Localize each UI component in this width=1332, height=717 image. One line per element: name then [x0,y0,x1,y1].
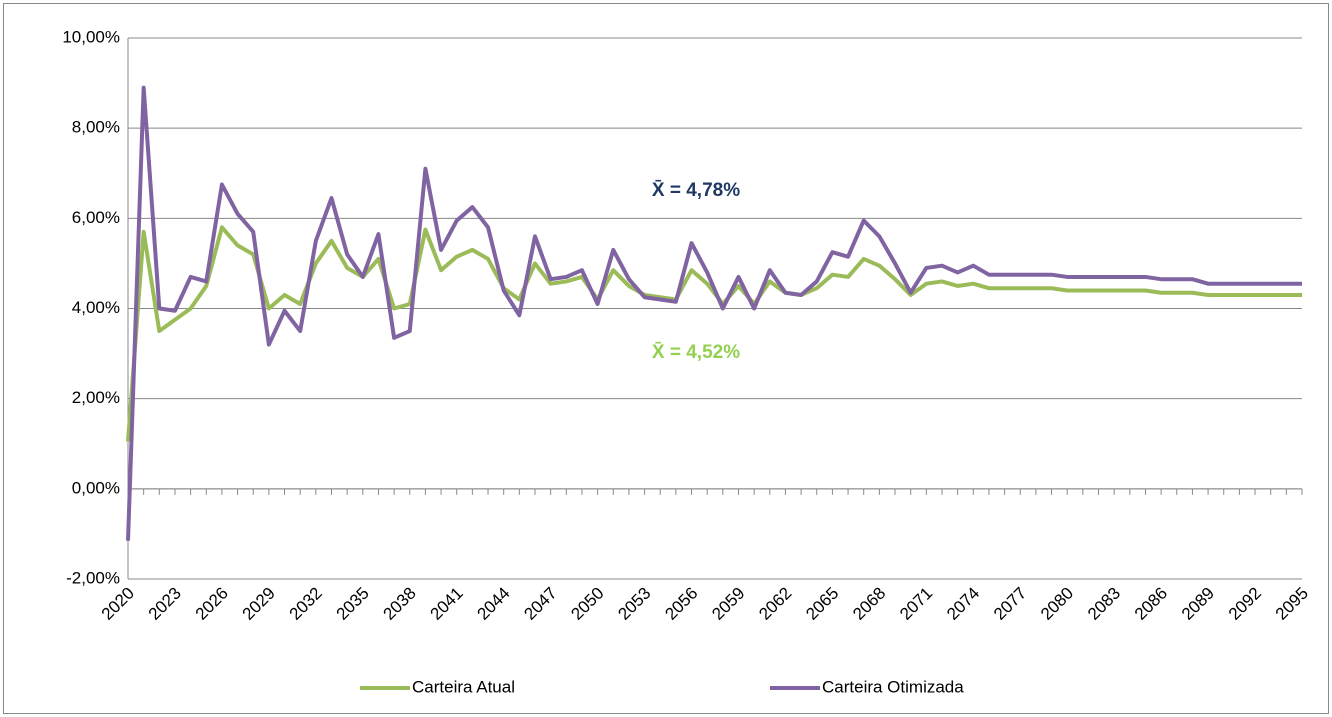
y-tick-label: 2,00% [72,388,120,407]
y-tick-label: 0,00% [72,478,120,497]
y-tick-label: 10,00% [62,27,120,46]
y-tick-label: 4,00% [72,298,120,317]
chart-border [3,3,1329,714]
legend-label: Carteira Atual [412,677,515,696]
y-tick-label: 8,00% [72,118,120,137]
series-line [126,85,1302,541]
y-tick-label: 6,00% [72,208,120,227]
annotation: X̄ = 4,78% [652,180,740,201]
annotation: X̄ = 4,52% [652,342,740,363]
legend-label: Carteira Otimizada [822,677,964,696]
y-tick-label: -2,00% [66,568,120,587]
